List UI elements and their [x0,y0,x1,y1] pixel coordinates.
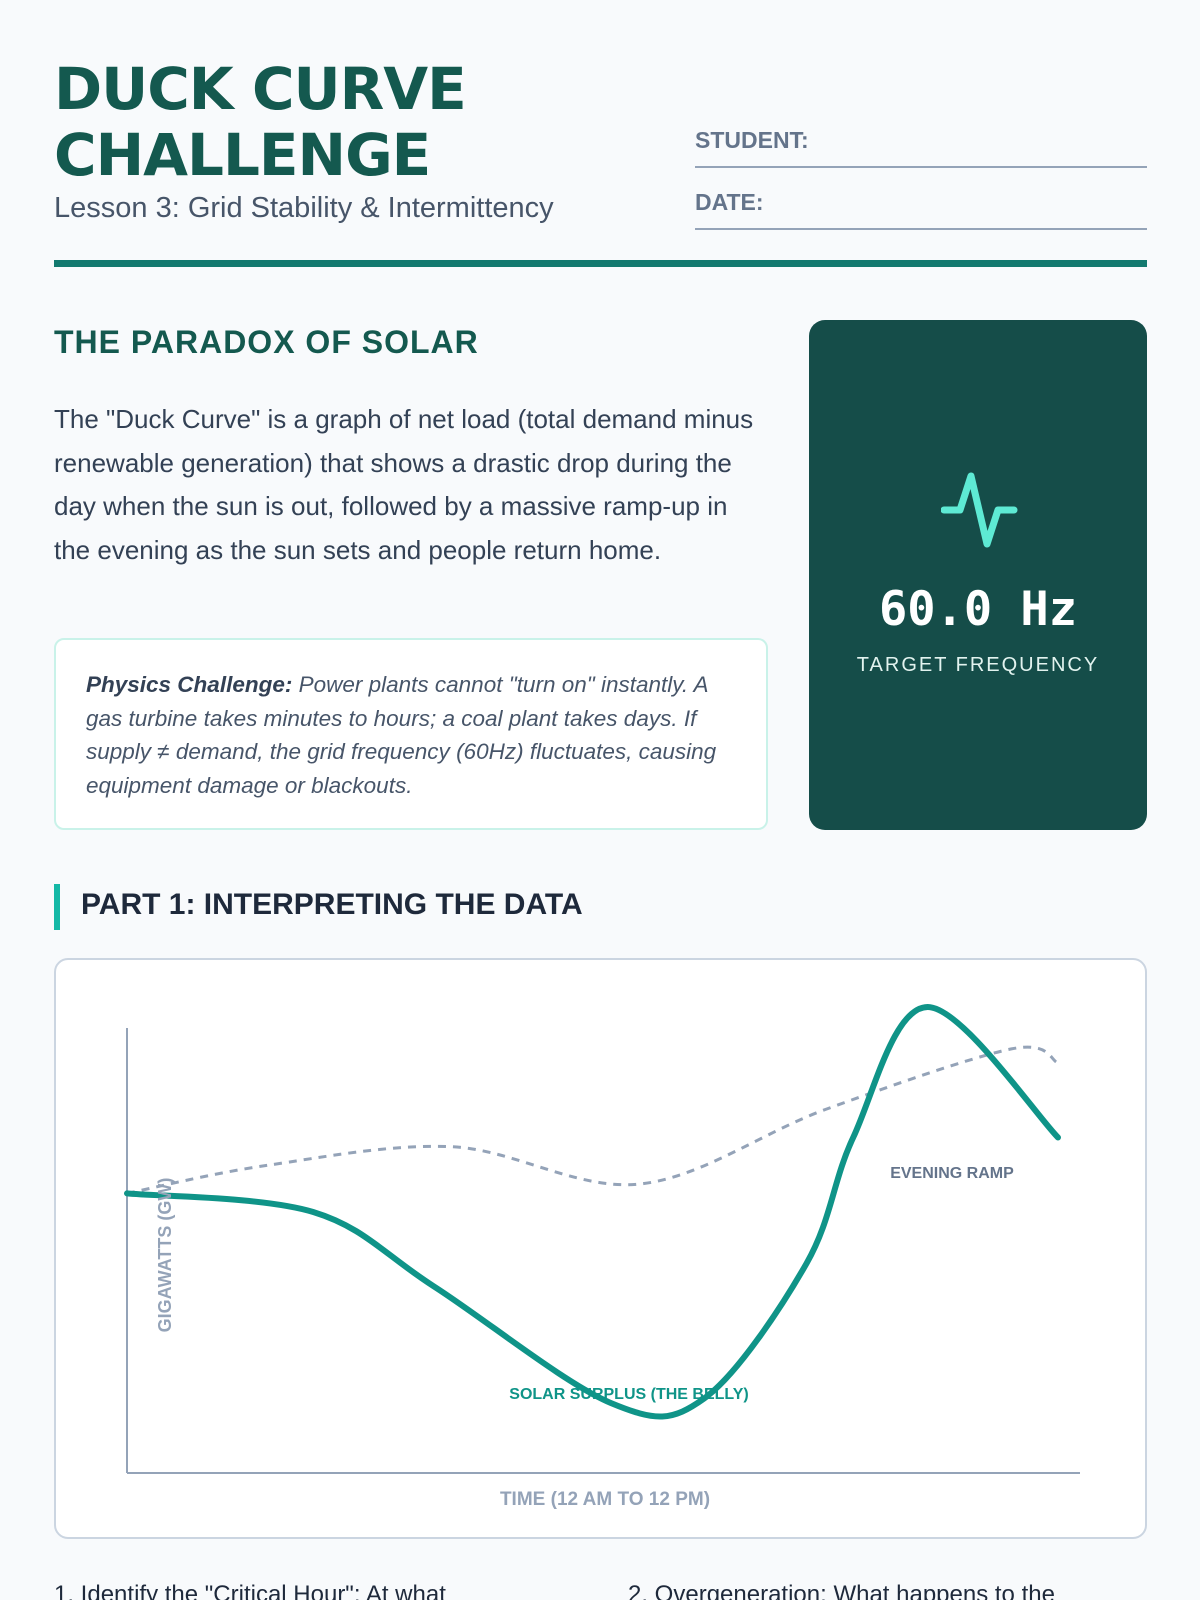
question-2: 2. Overgeneration: What happens to the [628,1581,1055,1600]
part1-heading: PART 1: INTERPRETING THE DATA [81,888,583,921]
intro-heading: THE PARADOX OF SOLAR [54,324,479,360]
page-title: DUCK CURVE CHALLENGE [54,56,654,188]
header-divider [54,260,1147,267]
student-label: STUDENT: [695,127,809,153]
y-axis-label: GIGAWATTS (GW) [155,1178,175,1333]
lesson-subtitle: Lesson 3: Grid Stability & Intermittency [54,192,554,224]
section-accent-bar [54,884,60,930]
date-field[interactable]: DATE: [695,189,1147,230]
duck-curve-chart: GIGAWATTS (GW) TIME (12 AM TO 12 PM) SOL… [54,958,1147,1539]
x-axis-label: TIME (12 AM TO 12 PM) [500,1489,710,1510]
chart-svg: GIGAWATTS (GW) TIME (12 AM TO 12 PM) SOL… [124,1003,1080,1510]
ramp-annotation: EVENING RAMP [890,1165,1014,1182]
frequency-card: 60.0 Hz TARGET FREQUENCY [809,320,1147,830]
question-1: 1. Identify the "Critical Hour": At what [54,1581,446,1600]
frequency-value: 60.0 Hz [878,582,1078,637]
title-line-2: CHALLENGE [54,121,431,189]
callout-label: Physics Challenge: [86,672,293,697]
date-label: DATE: [695,189,764,215]
student-field[interactable]: STUDENT: [695,127,1147,168]
pulse-icon [941,472,1018,548]
physics-callout: Physics Challenge: Power plants cannot "… [54,638,768,830]
questions-row: 1. Identify the "Critical Hour": At what… [54,1581,1147,1600]
page-header: DUCK CURVE CHALLENGE Lesson 3: Grid Stab… [54,56,1147,268]
belly-annotation: SOLAR SURPLUS (THE BELLY) [509,1386,748,1403]
intro-paragraph: The "Duck Curve" is a graph of net load … [54,404,754,565]
title-line-1: DUCK CURVE [54,55,467,123]
frequency-label: TARGET FREQUENCY [856,654,1100,676]
net-load-series-line [124,1003,1061,1420]
callout-text: Power plants cannot "turn on" instantly.… [86,672,717,798]
